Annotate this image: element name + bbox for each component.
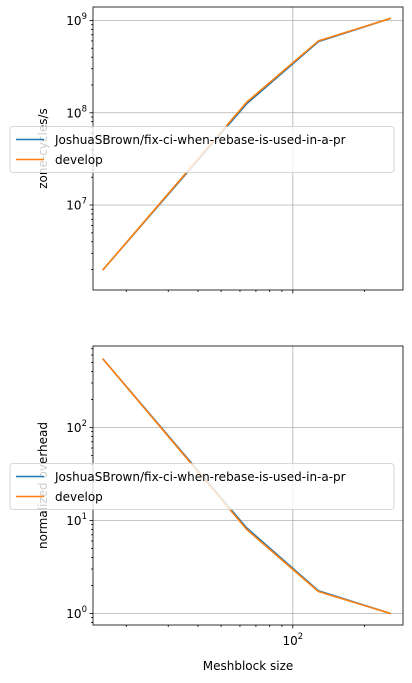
x-tick-label: 102 xyxy=(282,632,303,648)
legend-entry: JoshuaSBrown/fix-ci-when-rebase-is-used-… xyxy=(54,470,346,484)
legend-box xyxy=(9,126,395,173)
legend-entry: develop xyxy=(55,153,103,167)
series-line-2 xyxy=(102,17,392,271)
legend-entry: JoshuaSBrown/fix-ci-when-rebase-is-used-… xyxy=(54,133,346,147)
y-tick-label: 107 xyxy=(66,197,87,213)
series-line-2 xyxy=(102,358,392,615)
legend-box xyxy=(9,463,395,510)
chart-panel-2: 100101102102normalized overheadMeshblock… xyxy=(9,345,404,673)
y-tick-label: 108 xyxy=(66,104,87,120)
legend: JoshuaSBrown/fix-ci-when-rebase-is-used-… xyxy=(9,463,395,510)
y-tick-label: 100 xyxy=(66,605,87,621)
x-axis-label: Meshblock size xyxy=(203,659,294,673)
chart-panel-1: 107108109zone-cycles/sJoshuaSBrown/fix-c… xyxy=(9,6,404,294)
y-tick-label: 102 xyxy=(66,419,87,435)
legend: JoshuaSBrown/fix-ci-when-rebase-is-used-… xyxy=(9,126,395,173)
y-tick-label: 101 xyxy=(66,512,87,528)
y-tick-label: 109 xyxy=(66,12,87,28)
legend-entry: develop xyxy=(55,490,103,504)
